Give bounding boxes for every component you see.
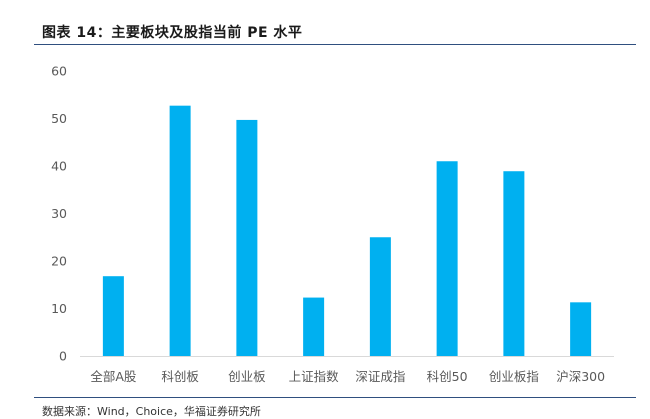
bar-series [102, 105, 592, 356]
y-tick-label: 10 [51, 301, 67, 316]
x-tick-label: 创业板 [228, 369, 266, 384]
y-tick-label: 50 [51, 111, 67, 126]
x-tick-label: 上证指数 [289, 369, 340, 384]
bar [102, 276, 124, 356]
x-tick-label: 沪深300 [556, 369, 605, 384]
y-tick-label: 60 [51, 64, 67, 79]
x-axis-labels: 全部A股 科创板 创业板 上证指数 深证成指 科创50 创业板指 沪深300 [90, 369, 605, 384]
y-tick-label: 0 [59, 349, 67, 364]
bar [303, 297, 325, 356]
bar [369, 237, 391, 356]
bar [169, 105, 191, 356]
bar [570, 302, 592, 356]
y-axis-ticks: 0 10 20 30 40 50 60 [51, 64, 67, 364]
title-divider [34, 44, 636, 45]
source-divider [34, 397, 636, 398]
bar [436, 161, 458, 356]
x-tick-label: 科创50 [427, 369, 468, 384]
x-tick-label: 深证成指 [355, 369, 405, 384]
bar [236, 119, 258, 356]
x-tick-label: 科创板 [161, 369, 199, 384]
source-note: 数据来源：Wind，Choice，华福证券研究所 [42, 405, 261, 418]
x-tick-label: 全部A股 [90, 369, 137, 384]
y-tick-label: 20 [51, 254, 67, 269]
x-tick-label: 创业板指 [489, 369, 539, 384]
figure-title: 图表 14：主要板块及股指当前 PE 水平 [42, 25, 303, 41]
y-tick-label: 30 [51, 206, 67, 221]
bar [503, 171, 525, 356]
y-tick-label: 40 [51, 159, 67, 174]
